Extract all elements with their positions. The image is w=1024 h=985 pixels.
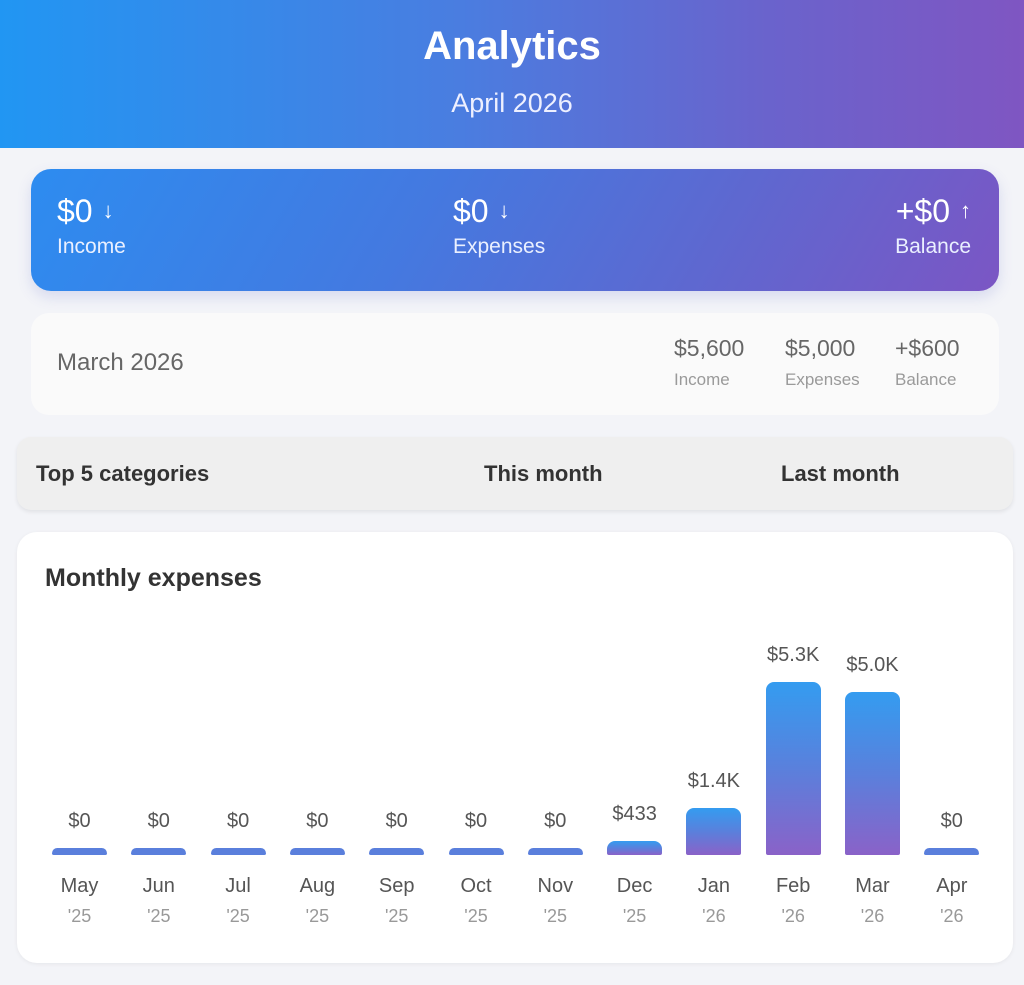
expense-bar[interactable]: [607, 841, 663, 855]
expense-bar[interactable]: [210, 848, 266, 855]
income-label: Income: [57, 235, 126, 258]
last-month-column-header: Last month: [781, 461, 900, 486]
bar-value-label: $0: [306, 810, 329, 832]
bar-year-label: '25: [622, 906, 647, 926]
bar-month-label: Jan: [697, 875, 731, 897]
expense-bar[interactable]: [924, 848, 980, 855]
bar-column[interactable]: $0 Nov '25: [516, 532, 595, 963]
current-month[interactable]: April 2026: [451, 88, 573, 118]
expenses-label: Expenses: [453, 235, 546, 258]
bar-year-label: '25: [305, 906, 330, 926]
balance-stat: +$0 ↑ Balance: [895, 193, 971, 259]
chart-title: Monthly expenses: [45, 564, 262, 592]
previous-income: $5,600 Income: [674, 335, 744, 390]
bar-month-label: Dec: [616, 875, 653, 897]
previous-balance-label: Balance: [895, 370, 957, 389]
bar-month-label: Apr: [936, 875, 968, 897]
bar-value-label: $0: [68, 810, 91, 832]
bar-column[interactable]: $0 Aug '25: [278, 532, 357, 963]
bar-column[interactable]: $0 Sep '25: [357, 532, 436, 963]
bar-year-label: '25: [464, 906, 488, 926]
app-header: Analytics April 2026: [0, 0, 1024, 148]
expense-bar[interactable]: [131, 848, 187, 855]
arrow-down-icon: ↓: [498, 198, 510, 223]
bar-month-label: Feb: [775, 875, 811, 897]
bar-year-label: '26: [860, 906, 885, 926]
expenses-stat: $0 ↓ Expenses: [453, 193, 545, 259]
bar-column[interactable]: $0 Apr '26: [912, 532, 991, 963]
bar-value-label: $0: [544, 810, 567, 832]
bar-year-label: '25: [226, 906, 250, 926]
arrow-down-icon: ↓: [102, 198, 114, 223]
previous-expenses-label: Expenses: [785, 370, 860, 389]
expense-bar[interactable]: [369, 848, 425, 855]
balance-label: Balance: [895, 235, 971, 258]
bar-value-label: $0: [464, 810, 488, 832]
bar-year-label: '26: [940, 906, 964, 926]
bar-month-label: Nov: [537, 875, 574, 897]
bar-column[interactable]: $0 Jun '25: [119, 532, 198, 963]
previous-expenses: $5,000 Expenses: [785, 335, 860, 390]
bar-chart: $0 May '25 $0 Jun '25 $0 Jul '25 $0 Aug '25 $0 Sep '25…: [17, 532, 1013, 963]
bar-column[interactable]: $5.3K Feb '26: [754, 532, 833, 963]
bar-value-label: $5.0K: [846, 654, 899, 676]
top-categories-header: Top 5 categories This month Last month: [17, 437, 1013, 510]
bar-year-label: '25: [147, 906, 171, 926]
previous-month-label: March 2026: [57, 349, 184, 376]
expense-bar[interactable]: [448, 848, 504, 855]
expenses-value: $0: [453, 193, 489, 229]
previous-balance: +$600 Balance: [895, 335, 960, 390]
bar-year-label: '25: [67, 906, 92, 926]
bar-value-label: $0: [226, 810, 250, 832]
bar-year-label: '26: [781, 906, 805, 926]
expense-bar[interactable]: [527, 848, 583, 855]
bar-column[interactable]: $5.0K Mar '26: [833, 532, 912, 963]
bar-column[interactable]: $433 Dec '25: [595, 532, 674, 963]
expense-bar[interactable]: [765, 682, 821, 855]
current-month-summary-card: $0 ↓ Income $0 ↓ Expenses +$0 ↑ Balance: [31, 169, 999, 291]
bar-column[interactable]: $0 Oct '25: [437, 532, 516, 963]
expense-bar[interactable]: [686, 808, 742, 855]
bar-year-label: '25: [384, 906, 409, 926]
balance-value: +$0: [895, 193, 950, 229]
bar-column[interactable]: $0 May '25: [40, 532, 119, 963]
previous-month-card[interactable]: March 2026 $5,600 Income $5,000 Expenses…: [31, 313, 999, 415]
income-value: $0: [57, 193, 93, 229]
previous-balance-value: +$600: [895, 335, 960, 361]
bar-month-label: Jun: [142, 875, 175, 897]
this-month-column-header: This month: [484, 461, 603, 486]
expense-bar[interactable]: [289, 848, 345, 855]
bar-month-label: May: [60, 875, 99, 897]
bar-month-label: Sep: [378, 875, 415, 897]
monthly-expenses-chart-card: Monthly expenses $0 May '25 $0 Jun '25 $0 Jul '2…: [17, 532, 1013, 963]
previous-expenses-value: $5,000: [785, 335, 856, 361]
bar-column[interactable]: $1.4K Jan '26: [674, 532, 753, 963]
arrow-up-icon: ↑: [960, 198, 971, 223]
bar-value-label: $0: [147, 810, 170, 832]
bar-year-label: '25: [543, 906, 568, 926]
page-title: Analytics: [423, 24, 601, 68]
bar-month-label: Jul: [225, 875, 251, 897]
income-stat: $0 ↓ Income: [57, 193, 126, 259]
bar-year-label: '26: [702, 906, 726, 926]
bar-value-label: $433: [612, 803, 657, 825]
previous-income-value: $5,600: [674, 335, 745, 361]
previous-income-label: Income: [674, 370, 730, 389]
top-categories-title: Top 5 categories: [36, 461, 210, 486]
bar-value-label: $1.4K: [687, 770, 741, 792]
bar-month-label: Mar: [855, 875, 890, 897]
bar-value-label: $0: [940, 810, 963, 832]
expense-bar[interactable]: [52, 848, 107, 855]
expense-bar[interactable]: [845, 692, 900, 855]
bar-value-label: $5.3K: [767, 644, 820, 666]
bar-column[interactable]: $0 Jul '25: [199, 532, 278, 963]
bar-month-label: Oct: [460, 875, 492, 897]
bar-month-label: Aug: [299, 875, 336, 897]
bar-value-label: $0: [385, 810, 408, 832]
